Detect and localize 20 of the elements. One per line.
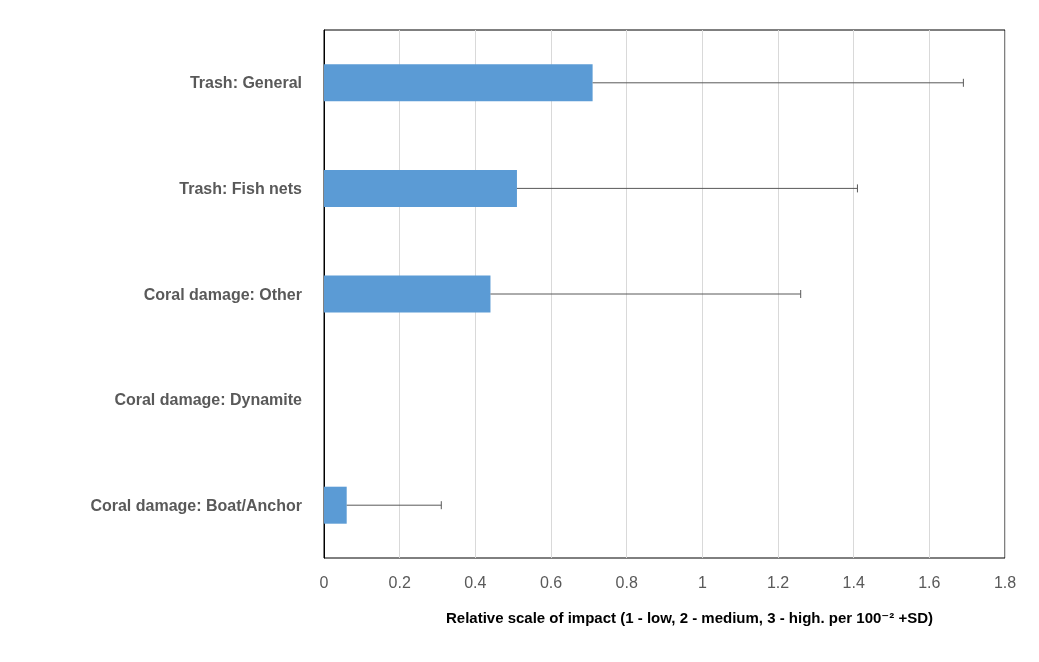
x-axis-title: Relative scale of impact (1 - low, 2 - medium, 3 - high. per 100⁻² +SD) [445, 609, 934, 626]
bar [324, 64, 593, 102]
bar [324, 169, 517, 207]
y-tick-label: Trash: General [189, 74, 302, 92]
y-tick-label: Coral damage: Boat/Anchor [90, 496, 302, 514]
bar [324, 486, 347, 524]
x-tick-label: 0.4 [464, 573, 487, 591]
y-tick-label: Trash: Fish nets [179, 179, 303, 197]
x-tick-label: 1 [697, 573, 707, 591]
x-tick-label: 1.2 [766, 573, 790, 591]
x-tick-label: 1.6 [918, 573, 941, 591]
x-tick-label: 0.2 [388, 573, 411, 591]
y-tick-label: Coral damage: Dynamite [114, 391, 303, 409]
y-tick-label: Coral damage: Other [143, 285, 302, 303]
x-tick-label: 0.6 [539, 573, 563, 591]
x-tick-label: 0.8 [615, 573, 638, 591]
x-tick-label: 1.4 [842, 573, 865, 591]
bar [324, 275, 491, 313]
x-tick-label: 0 [319, 573, 329, 591]
x-tick-label: 1.8 [993, 573, 1017, 591]
